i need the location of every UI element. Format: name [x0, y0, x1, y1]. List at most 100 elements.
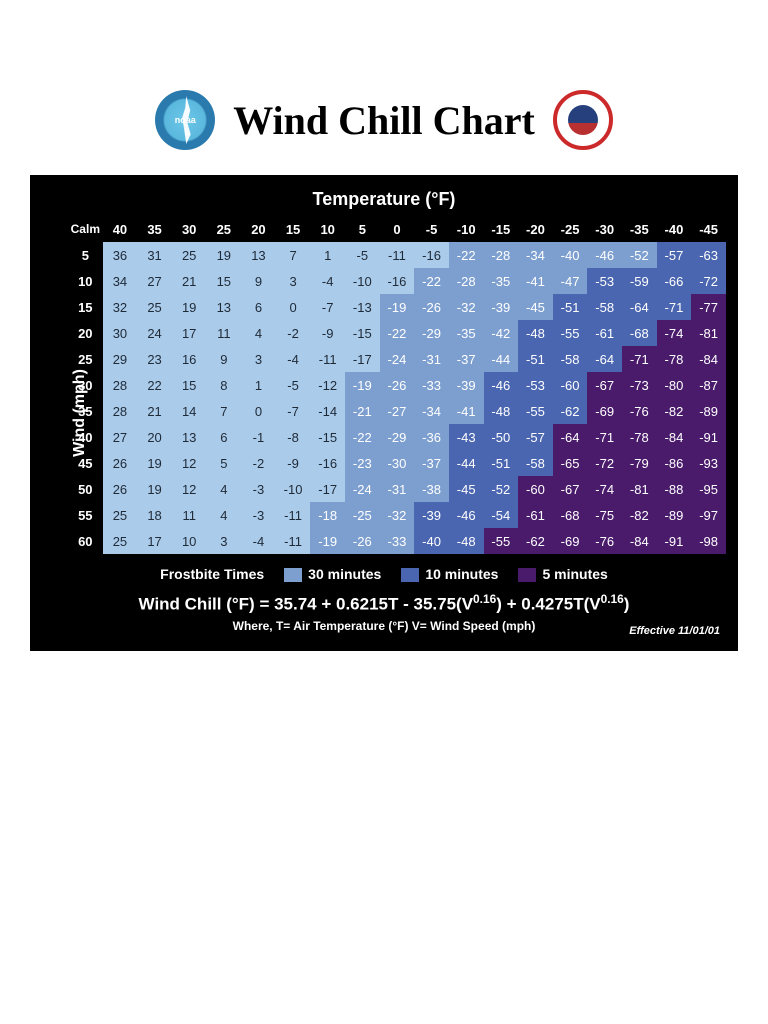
wind-chill-cell: 0 [241, 398, 276, 424]
wind-chill-cell: -7 [310, 294, 345, 320]
wind-chill-cell: -3 [241, 476, 276, 502]
wind-chill-formula: Wind Chill (°F) = 35.74 + 0.6215T - 35.7… [40, 592, 728, 615]
wind-chill-cell: -22 [414, 268, 449, 294]
wind-chill-cell: -64 [622, 294, 657, 320]
wind-chill-cell: -26 [414, 294, 449, 320]
wind-chill-cell: -8 [276, 424, 311, 450]
wind-chill-cell: -59 [622, 268, 657, 294]
wind-chill-cell: -39 [414, 502, 449, 528]
wind-chill-cell: -39 [449, 372, 484, 398]
wind-chill-cell: -78 [622, 424, 657, 450]
wind-chill-cell: -74 [657, 320, 692, 346]
formula-part3: ) [624, 595, 630, 614]
wind-chill-cell: -68 [553, 502, 588, 528]
wind-chill-cell: -37 [414, 450, 449, 476]
wind-chill-cell: -16 [414, 242, 449, 268]
wind-chill-cell: 28 [103, 398, 138, 424]
wind-chill-cell: -24 [380, 346, 415, 372]
wind-chill-cell: -60 [553, 372, 588, 398]
wind-row-header: 60 [68, 528, 103, 554]
table-row: 502619124-3-10-17-24-31-38-45-52-60-67-7… [68, 476, 726, 502]
wind-chill-cell: -68 [622, 320, 657, 346]
wind-chill-cell: -48 [484, 398, 519, 424]
wind-chill-cell: -18 [310, 502, 345, 528]
wind-chill-cell: -31 [380, 476, 415, 502]
temp-col-header: -15 [484, 216, 519, 242]
wind-chill-cell: 19 [207, 242, 242, 268]
temp-col-header: 40 [103, 216, 138, 242]
wind-chill-cell: 6 [241, 294, 276, 320]
wind-row-header: 55 [68, 502, 103, 528]
wind-chill-cell: -97 [691, 502, 726, 528]
wind-chill-cell: -52 [622, 242, 657, 268]
wind-chill-cell: 9 [241, 268, 276, 294]
legend-label-5min: 5 minutes [542, 566, 607, 582]
wind-row-header: 5 [68, 242, 103, 268]
wind-chill-cell: -69 [587, 398, 622, 424]
wind-chill-cell: -89 [657, 502, 692, 528]
wind-chill-cell: -14 [310, 398, 345, 424]
wind-chill-cell: -80 [657, 372, 692, 398]
wind-chill-cell: 16 [172, 346, 207, 372]
wind-chill-cell: -4 [241, 528, 276, 554]
wind-chill-cell: -34 [414, 398, 449, 424]
wind-chill-cell: -34 [518, 242, 553, 268]
wind-chill-cell: -71 [587, 424, 622, 450]
wind-chill-cell: -84 [657, 424, 692, 450]
legend-item-10min: 10 minutes [401, 566, 498, 582]
wind-chill-cell: -27 [380, 398, 415, 424]
wind-chill-cell: -39 [484, 294, 519, 320]
table-row: 153225191360-7-13-19-26-32-39-45-51-58-6… [68, 294, 726, 320]
wind-chill-cell: -71 [657, 294, 692, 320]
wind-chill-cell: 3 [207, 528, 242, 554]
wind-chill-cell: -36 [414, 424, 449, 450]
wind-chill-cell: -64 [553, 424, 588, 450]
wind-chill-cell: -19 [310, 528, 345, 554]
wind-chill-cell: 31 [137, 242, 172, 268]
table-row: 20302417114-2-9-15-22-29-35-42-48-55-61-… [68, 320, 726, 346]
wind-chill-cell: -93 [691, 450, 726, 476]
wind-chill-cell: -67 [587, 372, 622, 398]
wind-chill-cell: -81 [622, 476, 657, 502]
wind-chill-cell: -2 [241, 450, 276, 476]
wind-chill-cell: -55 [553, 320, 588, 346]
wind-chill-cell: -11 [380, 242, 415, 268]
wind-chill-cell: -55 [484, 528, 519, 554]
wind-chill-cell: -33 [414, 372, 449, 398]
wind-chill-cell: -10 [276, 476, 311, 502]
legend-swatch-30min [284, 568, 302, 582]
table-row: 402720136-1-8-15-22-29-36-43-50-57-64-71… [68, 424, 726, 450]
legend-swatch-5min [518, 568, 536, 582]
calm-corner-label: Calm [68, 216, 103, 242]
formula-exp2: 0.16 [601, 592, 624, 606]
wind-chill-cell: -37 [449, 346, 484, 372]
wind-chill-cell: 1 [310, 242, 345, 268]
temp-col-header: 25 [207, 216, 242, 242]
wind-chill-cell: -22 [449, 242, 484, 268]
wind-chill-cell: 5 [207, 450, 242, 476]
temp-col-header: -30 [587, 216, 622, 242]
wind-chill-cell: -40 [414, 528, 449, 554]
wind-chill-cell: 8 [207, 372, 242, 398]
legend-label-30min: 30 minutes [308, 566, 381, 582]
legend-item-30min: 30 minutes [284, 566, 381, 582]
noaa-logo-icon: noaa [155, 90, 215, 150]
wind-chill-cell: -41 [449, 398, 484, 424]
wind-chill-cell: -60 [518, 476, 553, 502]
wind-row-header: 15 [68, 294, 103, 320]
wind-chill-cell: -89 [691, 398, 726, 424]
wind-chill-cell: -32 [449, 294, 484, 320]
temp-col-header: 0 [380, 216, 415, 242]
wind-chill-cell: -76 [587, 528, 622, 554]
wind-chill-cell: 21 [172, 268, 207, 294]
wind-chill-cell: -28 [484, 242, 519, 268]
chart-header: noaa Wind Chill Chart [0, 0, 768, 175]
wind-chill-cell: -41 [518, 268, 553, 294]
wind-chill-table-body: 5363125191371-5-11-16-22-28-34-40-46-52-… [68, 242, 726, 554]
wind-chill-cell: -82 [622, 502, 657, 528]
wind-chill-cell: -72 [587, 450, 622, 476]
legend-label-10min: 10 minutes [425, 566, 498, 582]
wind-row-header: 20 [68, 320, 103, 346]
wind-chill-cell: -43 [449, 424, 484, 450]
wind-chill-cell: -24 [345, 476, 380, 502]
